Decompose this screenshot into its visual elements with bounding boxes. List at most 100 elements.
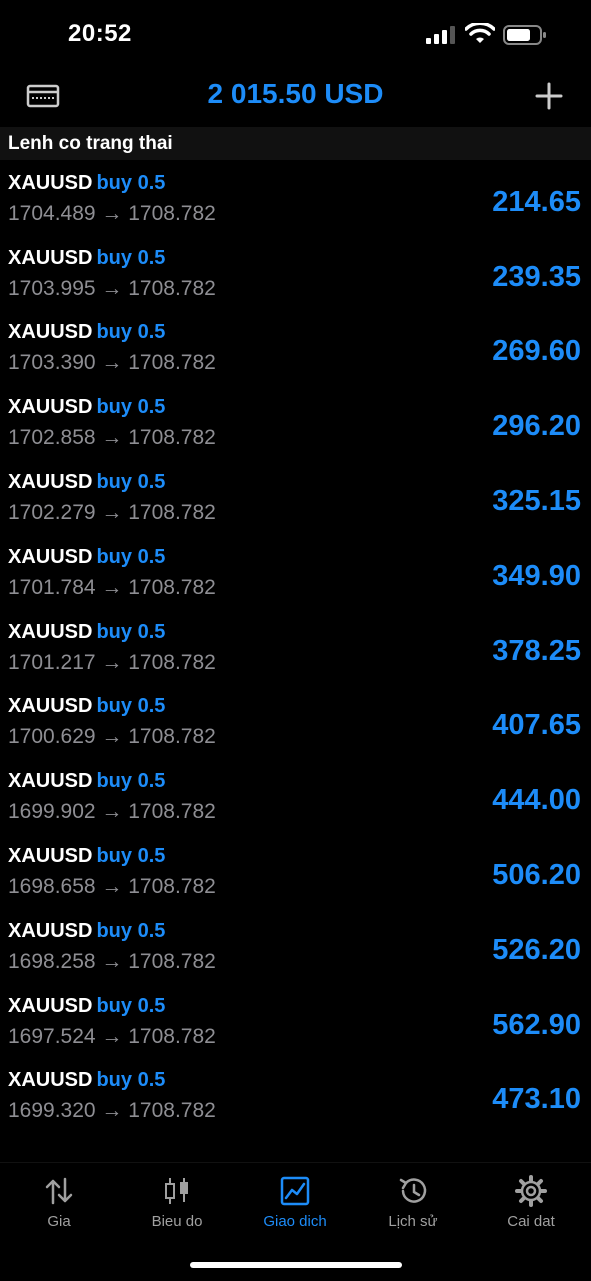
position-prices: 1701.784 → 1708.782: [8, 575, 216, 599]
status-bar: 20:52: [0, 0, 591, 70]
top-bar: 2 015.50 USD: [0, 70, 591, 126]
position-symbol: XAUUSD: [8, 844, 93, 867]
position-side: buy 0.5: [96, 321, 166, 344]
position-prices: 1702.858 → 1708.782: [8, 426, 216, 450]
position-row[interactable]: XAUUSD buy 0.5 1701.217 → 1708.782 378.25: [0, 611, 591, 686]
position-symbol: XAUUSD: [8, 396, 93, 419]
history-icon: [399, 1178, 427, 1203]
wifi-icon: [465, 23, 495, 43]
position-side: buy 0.5: [96, 171, 166, 194]
position-profit: 506.20: [492, 858, 581, 891]
position-side: buy 0.5: [96, 470, 166, 493]
tab-bar: Gia Bieu do Giao dich Lịch sử: [0, 1162, 591, 1281]
plus-icon[interactable]: [533, 80, 565, 112]
position-profit: 325.15: [492, 484, 581, 517]
position-row[interactable]: XAUUSD buy 0.5 1703.390 → 1708.782 269.60: [0, 311, 591, 386]
tab-label: Lịch sử: [388, 1213, 438, 1230]
position-row[interactable]: XAUUSD buy 0.5 1702.858 → 1708.782 296.20: [0, 386, 591, 461]
section-title: Lenh co trang thai: [8, 133, 173, 154]
position-profit: 526.20: [492, 933, 581, 966]
position-profit: 473.10: [492, 1083, 581, 1116]
position-title: XAUUSD buy 0.5: [8, 396, 165, 419]
position-profit: 407.65: [492, 709, 581, 742]
cellular-signal-icon: [426, 26, 455, 44]
tab-bieu-do[interactable]: Bieu do: [118, 1175, 236, 1230]
position-symbol: XAUUSD: [8, 919, 93, 942]
wallet-icon[interactable]: [26, 82, 60, 110]
trade-chart-icon: [280, 1176, 310, 1206]
position-symbol: XAUUSD: [8, 1069, 93, 1092]
position-prices: 1699.902 → 1708.782: [8, 800, 216, 824]
position-symbol: XAUUSD: [8, 770, 93, 793]
position-prices: 1703.995 → 1708.782: [8, 276, 216, 300]
position-prices: 1702.279 → 1708.782: [8, 500, 216, 524]
position-row[interactable]: XAUUSD buy 0.5 1699.902 → 1708.782 444.00: [0, 760, 591, 835]
position-profit: 214.65: [492, 185, 581, 218]
position-prices: 1698.658 → 1708.782: [8, 874, 216, 898]
tab-label: Bieu do: [151, 1213, 203, 1230]
position-prices: 1697.524 → 1708.782: [8, 1024, 216, 1048]
position-prices: 1701.217 → 1708.782: [8, 650, 216, 674]
home-indicator: [190, 1262, 402, 1268]
position-side: buy 0.5: [96, 770, 166, 793]
position-title: XAUUSD buy 0.5: [8, 546, 165, 569]
position-side: buy 0.5: [96, 919, 166, 942]
position-prices: 1699.320 → 1708.782: [8, 1099, 216, 1123]
position-side: buy 0.5: [96, 994, 166, 1017]
status-time: 20:52: [68, 20, 132, 47]
position-symbol: XAUUSD: [8, 321, 93, 344]
position-symbol: XAUUSD: [8, 171, 93, 194]
position-side: buy 0.5: [96, 1069, 166, 1092]
section-header: Lenh co trang thai: [0, 127, 591, 160]
position-symbol: XAUUSD: [8, 470, 93, 493]
position-row[interactable]: XAUUSD buy 0.5 1698.258 → 1708.782 526.20: [0, 910, 591, 985]
tab-lich-su[interactable]: Lịch sử: [354, 1175, 472, 1230]
position-prices: 1704.489 → 1708.782: [8, 201, 216, 225]
position-prices: 1703.390 → 1708.782: [8, 351, 216, 375]
arrows-updown-icon: [45, 1177, 73, 1205]
position-title: XAUUSD buy 0.5: [8, 920, 165, 943]
position-row[interactable]: XAUUSD buy 0.5 1702.279 → 1708.782 325.15: [0, 461, 591, 536]
position-title: XAUUSD buy 0.5: [8, 621, 165, 644]
tab-label: Giao dich: [263, 1213, 327, 1230]
position-prices: 1698.258 → 1708.782: [8, 949, 216, 973]
position-title: XAUUSD buy 0.5: [8, 247, 165, 270]
position-title: XAUUSD buy 0.5: [8, 995, 165, 1018]
tab-cai-dat[interactable]: Cai dat: [472, 1175, 590, 1230]
position-title: XAUUSD buy 0.5: [8, 695, 165, 718]
position-title: XAUUSD buy 0.5: [8, 471, 165, 494]
tab-gia[interactable]: Gia: [0, 1175, 118, 1230]
position-profit: 562.90: [492, 1008, 581, 1041]
position-side: buy 0.5: [96, 844, 166, 867]
battery-icon: [503, 25, 546, 45]
position-title: XAUUSD buy 0.5: [8, 845, 165, 868]
position-symbol: XAUUSD: [8, 695, 93, 718]
position-title: XAUUSD buy 0.5: [8, 172, 165, 195]
tab-giao-dich[interactable]: Giao dich: [236, 1175, 354, 1230]
position-side: buy 0.5: [96, 695, 166, 718]
tab-label: Cai dat: [507, 1213, 555, 1230]
position-side: buy 0.5: [96, 545, 166, 568]
position-title: XAUUSD buy 0.5: [8, 321, 165, 344]
position-row[interactable]: XAUUSD buy 0.5 1699.320 → 1708.782 473.10: [0, 1059, 591, 1134]
position-symbol: XAUUSD: [8, 246, 93, 269]
tab-label: Gia: [47, 1213, 71, 1230]
position-prices: 1700.629 → 1708.782: [8, 725, 216, 749]
position-profit: 269.60: [492, 335, 581, 368]
position-title: XAUUSD buy 0.5: [8, 770, 165, 793]
position-row[interactable]: XAUUSD buy 0.5 1701.784 → 1708.782 349.90: [0, 536, 591, 611]
position-profit: 378.25: [492, 634, 581, 667]
gear-icon: [515, 1175, 547, 1207]
position-row[interactable]: XAUUSD buy 0.5 1704.489 → 1708.782 214.65: [0, 162, 591, 237]
position-side: buy 0.5: [96, 620, 166, 643]
position-side: buy 0.5: [96, 396, 166, 419]
position-profit: 239.35: [492, 260, 581, 293]
position-row[interactable]: XAUUSD buy 0.5 1697.524 → 1708.782 562.90: [0, 985, 591, 1060]
position-row[interactable]: XAUUSD buy 0.5 1698.658 → 1708.782 506.20: [0, 835, 591, 910]
position-row[interactable]: XAUUSD buy 0.5 1700.629 → 1708.782 407.65: [0, 685, 591, 760]
position-profit: 349.90: [492, 559, 581, 592]
candlestick-icon: [165, 1178, 188, 1204]
position-profit: 444.00: [492, 784, 581, 817]
position-row[interactable]: XAUUSD buy 0.5 1703.995 → 1708.782 239.35: [0, 237, 591, 312]
